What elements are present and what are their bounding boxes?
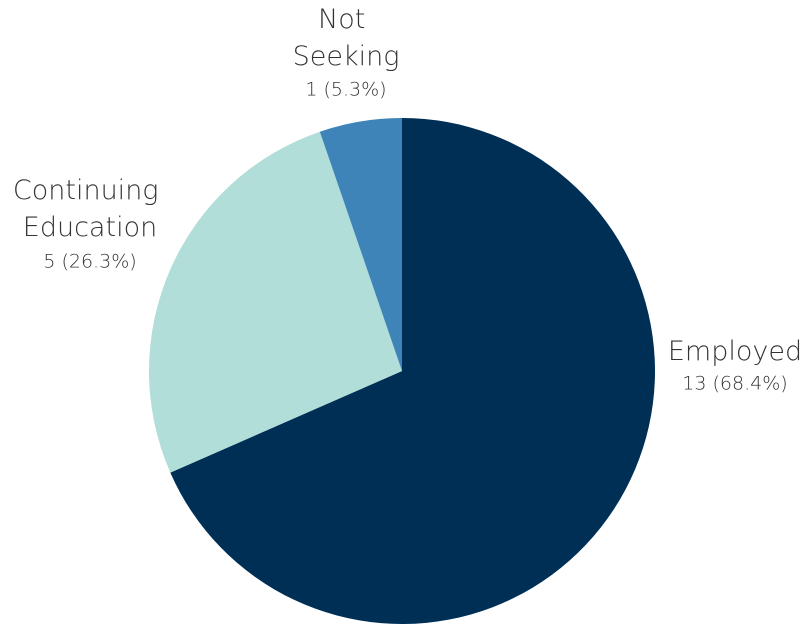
pie-slice <box>319 118 402 371</box>
label-line: Seeking <box>293 41 400 72</box>
slice-label: Not Seeking <box>293 4 400 72</box>
pie-slice <box>170 118 656 624</box>
label-line: Continuing <box>13 175 167 206</box>
slice-label: Employed <box>668 336 802 367</box>
label-line: Education <box>23 212 157 243</box>
value-label: 1 (5.3%) <box>305 79 386 101</box>
slice-label: Continuing Education <box>13 175 167 243</box>
value-label: 5 (26.3%) <box>43 251 136 273</box>
label-line: Employed <box>668 336 802 367</box>
label-line: Not <box>318 4 374 35</box>
value-label: 13 (68.4%) <box>682 373 787 395</box>
pie-slice <box>149 131 402 473</box>
